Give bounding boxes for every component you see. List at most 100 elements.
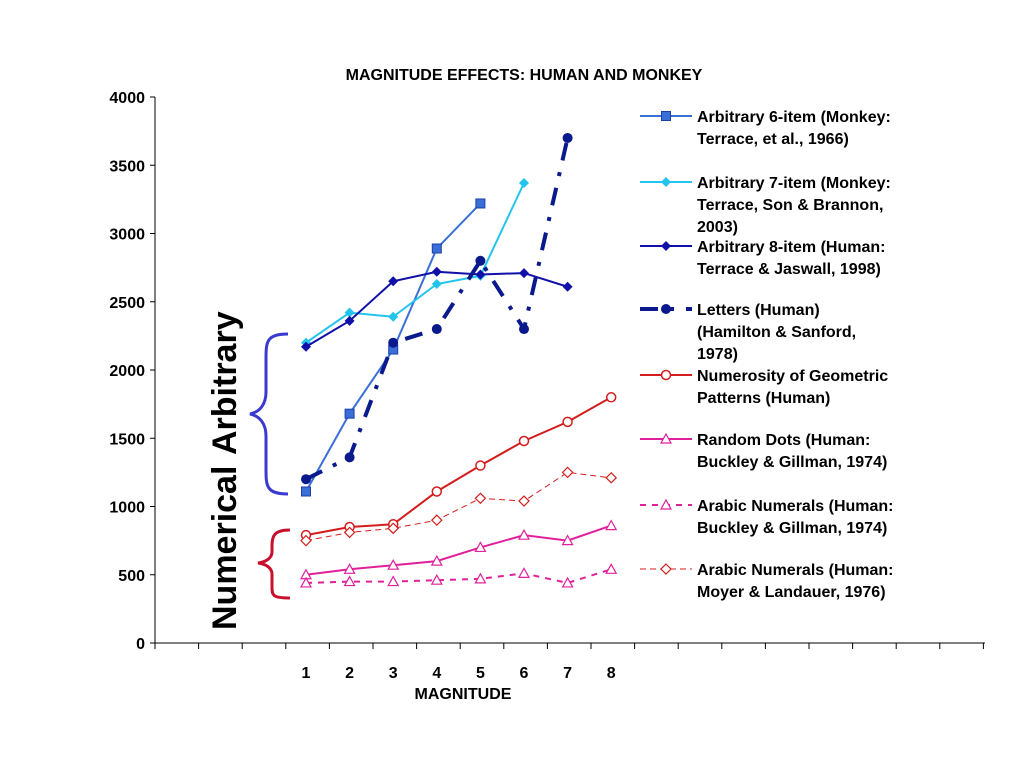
- chart-title: MAGNITUDE EFFECTS: HUMAN AND MONKEY: [346, 67, 703, 84]
- data-point: [474, 541, 487, 553]
- x-axis-label: MAGNITUDE: [415, 686, 512, 703]
- legend-marker: [660, 563, 672, 575]
- legend-label: Moyer & Landauer, 1976): [697, 584, 886, 601]
- data-point: [343, 526, 356, 539]
- legend-label: Arbitrary 8-item (Human:: [697, 239, 885, 256]
- series-line: [305, 182, 525, 344]
- legend: Arbitrary 6-item (Monkey: Terrace, et al.…: [640, 109, 894, 601]
- series-line: [305, 137, 570, 481]
- data-point: [388, 276, 399, 287]
- arbitrary-brace: [249, 332, 289, 496]
- data-point: [517, 528, 531, 540]
- legend-label: Arabic Numerals (Human:: [697, 562, 894, 579]
- legend-label: Terrace, et al., 1966): [697, 131, 849, 148]
- legend-marker: [661, 177, 671, 187]
- series-7: [299, 563, 618, 588]
- x-tick-label: 7: [563, 665, 572, 682]
- data-point: [562, 132, 573, 143]
- data-point: [300, 534, 312, 547]
- data-point: [517, 567, 531, 578]
- legend-label: (Hamilton & Sanford,: [697, 324, 856, 341]
- data-point: [387, 558, 400, 570]
- y-tick-label: 2000: [109, 363, 145, 380]
- legend-label: Letters (Human): [697, 302, 820, 319]
- series-3: [301, 266, 573, 352]
- legend-marker: [661, 304, 671, 314]
- legend-label: Terrace & Jaswall, 1998): [697, 261, 881, 278]
- series-6: [299, 519, 618, 580]
- data-point: [344, 315, 355, 326]
- data-point: [605, 392, 617, 403]
- x-tick-label: 1: [302, 665, 311, 682]
- legend-label: Patterns (Human): [697, 390, 830, 407]
- data-point: [562, 281, 573, 292]
- x-axis: 1 2 3 4 5 6 7 8 MAGNITUDE: [154, 642, 985, 703]
- data-point: [605, 563, 618, 574]
- legend-label: Buckley & Gillman, 1974): [697, 454, 887, 471]
- x-tick-label: 3: [389, 665, 398, 682]
- y-tick-label: 1000: [109, 500, 145, 517]
- legend-item: Arabic Numerals (Human: Buckley & Gillman…: [640, 498, 894, 537]
- data-point: [388, 311, 399, 322]
- legend-label: Terrace, Son & Brannon,: [697, 197, 883, 214]
- y-tick-label: 500: [118, 568, 145, 585]
- legend-label: Arbitrary 6-item (Monkey:: [697, 109, 891, 126]
- legend-marker: [661, 241, 671, 251]
- data-point: [561, 576, 574, 588]
- data-point: [344, 452, 355, 463]
- series-1: [301, 198, 486, 497]
- data-point: [301, 341, 311, 352]
- data-point: [430, 514, 443, 526]
- data-point: [519, 324, 529, 335]
- series-line: [305, 568, 612, 584]
- series-5: [300, 392, 617, 541]
- data-point: [474, 492, 487, 505]
- legend-item: Arbitrary 8-item (Human: Terrace & Jaswal…: [640, 239, 885, 278]
- x-ticks: 1 2 3 4 5 6 7 8: [154, 643, 984, 682]
- data-point: [344, 307, 355, 318]
- data-point: [475, 460, 486, 471]
- series-2: [301, 177, 529, 348]
- data-point: [519, 177, 529, 188]
- legend-item: Arbitrary 6-item (Monkey: Terrace, et al.…: [640, 109, 891, 148]
- data-point: [519, 268, 529, 279]
- legend-label: Random Dots (Human:: [697, 432, 870, 449]
- arbitrary-label: Arbitrary: [206, 311, 244, 455]
- legend-marker: [659, 432, 673, 444]
- legend-item: Letters (Human) (Hamilton & Sanford, 1978): [640, 302, 856, 363]
- y-tick-label: 0: [136, 636, 145, 653]
- legend-label: Arbitrary 7-item (Monkey:: [697, 175, 891, 192]
- series-line: [305, 396, 612, 537]
- side-annotations: Numerical Arbitrary: [206, 311, 291, 630]
- x-tick-label: 4: [432, 665, 441, 682]
- data-point: [561, 466, 574, 479]
- data-point: [475, 269, 486, 280]
- data-point: [431, 243, 442, 254]
- series-8: [300, 466, 618, 547]
- data-point: [605, 519, 618, 531]
- series-4: [301, 132, 573, 485]
- series-layer: [299, 132, 618, 588]
- x-tick-label: 2: [345, 665, 354, 682]
- data-point: [343, 575, 356, 587]
- data-point: [518, 435, 530, 447]
- legend-label: Arabic Numerals (Human:: [697, 498, 894, 515]
- legend-item: Arbitrary 7-item (Monkey: Terrace, Son & …: [640, 175, 891, 236]
- legend-marker: [660, 369, 672, 381]
- series-line: [305, 471, 612, 542]
- y-tick-label: 4000: [109, 90, 145, 107]
- y-ticks: 0 500 1000 1500 2000 2500 3000 3500 4000: [109, 90, 155, 653]
- y-tick-label: 1500: [109, 431, 145, 448]
- data-point: [475, 255, 486, 266]
- data-point: [431, 486, 443, 497]
- y-tick-label: 3500: [109, 158, 145, 175]
- legend-label: 2003): [697, 219, 738, 236]
- data-point: [431, 279, 442, 290]
- data-point: [605, 471, 618, 484]
- numerical-brace: [257, 528, 291, 600]
- data-point: [387, 522, 400, 535]
- x-tick-label: 5: [476, 665, 485, 682]
- data-point: [561, 534, 574, 546]
- legend-item: Random Dots (Human: Buckley & Gillman, 19…: [640, 432, 887, 471]
